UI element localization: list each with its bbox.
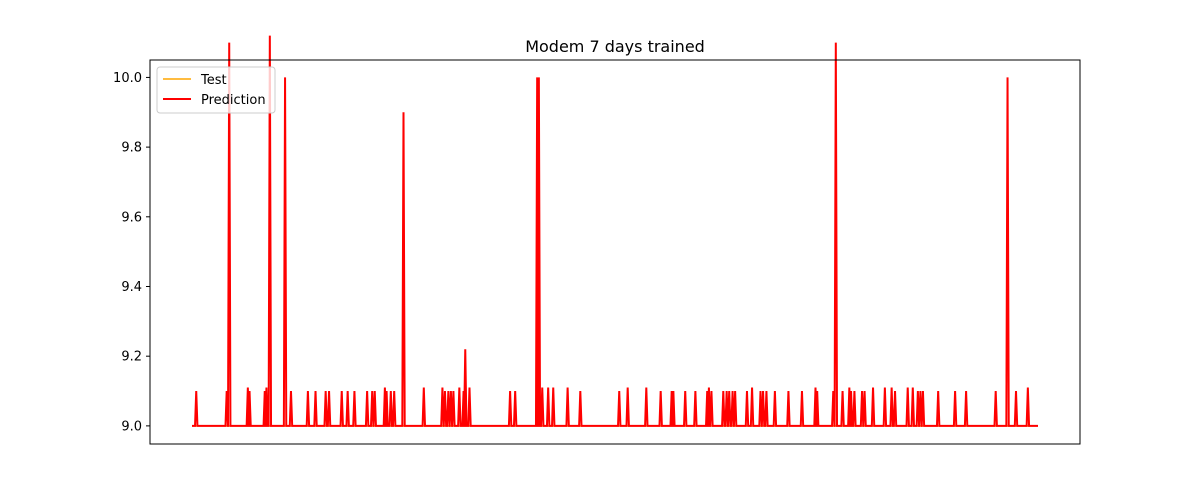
y-tick-label: 9.2 (121, 350, 142, 365)
y-tick-label: 9.0 (121, 419, 142, 434)
y-tick-label: 9.8 (121, 141, 142, 156)
series-layer (192, 35, 1038, 427)
legend-label-test: Test (200, 73, 227, 88)
y-axis: 9.0 9.2 9.4 9.6 9.8 10.0 (113, 71, 150, 434)
legend: Test Prediction (156, 66, 276, 114)
series-line-prediction (192, 35, 1038, 427)
chart-title: Modem 7 days trained (525, 37, 705, 56)
y-tick-label: 9.4 (121, 280, 142, 295)
y-tick-label: 9.6 (121, 210, 142, 225)
plot-area-frame (149, 59, 1081, 445)
y-tick-label: 10.0 (113, 71, 142, 86)
legend-label-prediction: Prediction (201, 93, 266, 108)
